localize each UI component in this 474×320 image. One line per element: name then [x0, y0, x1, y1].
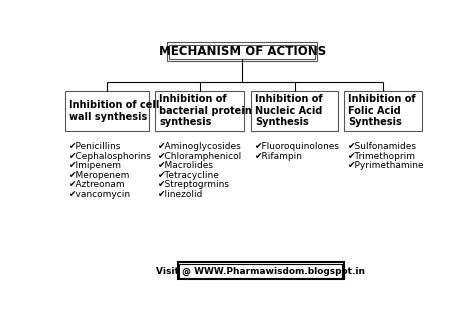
Text: ✔Fluoroquinolones: ✔Fluoroquinolones — [255, 142, 339, 151]
Text: ✔Streptogrmins: ✔Streptogrmins — [158, 180, 230, 189]
Text: ✔Chloramphenicol: ✔Chloramphenicol — [158, 152, 243, 161]
Text: ✔Aztreonam: ✔Aztreonam — [69, 180, 125, 189]
Text: ✔Aminoglycosides: ✔Aminoglycosides — [158, 142, 242, 151]
Text: ✔Trimethoprim: ✔Trimethoprim — [347, 152, 416, 161]
Text: ✔Pyrimethamine: ✔Pyrimethamine — [347, 161, 424, 170]
Text: MECHANISM OF ACTIONS: MECHANISM OF ACTIONS — [158, 45, 326, 58]
Bar — [179, 264, 342, 278]
Text: ✔Macrolides: ✔Macrolides — [158, 161, 214, 170]
Bar — [178, 262, 344, 279]
Text: ✔Penicillins: ✔Penicillins — [69, 142, 121, 151]
Text: ✔Sulfonamides: ✔Sulfonamides — [347, 142, 417, 151]
Text: Inhibition of
Folic Acid
Synthesis: Inhibition of Folic Acid Synthesis — [348, 94, 416, 127]
Text: Inhibition of
bacterial protein
synthesis: Inhibition of bacterial protein synthesi… — [159, 94, 252, 127]
Bar — [251, 91, 338, 131]
Bar — [65, 91, 149, 131]
Bar — [169, 44, 315, 59]
Text: ✔Rifampin: ✔Rifampin — [255, 152, 302, 161]
Text: ✔vancomycin: ✔vancomycin — [69, 190, 131, 199]
Text: ✔Meropenem: ✔Meropenem — [69, 171, 130, 180]
Text: Visit @ WWW.Pharmawisdom.blogspot.in: Visit @ WWW.Pharmawisdom.blogspot.in — [156, 266, 365, 276]
Bar — [155, 91, 245, 131]
Text: ✔Cephalosphorins: ✔Cephalosphorins — [69, 152, 151, 161]
Text: Inhibition of
Nucleic Acid
Synthesis: Inhibition of Nucleic Acid Synthesis — [255, 94, 323, 127]
Text: ✔Imipenem: ✔Imipenem — [69, 161, 121, 170]
Bar — [167, 42, 317, 61]
Text: ✔linezolid: ✔linezolid — [158, 190, 204, 199]
Bar — [345, 91, 422, 131]
Text: ✔Tetracycline: ✔Tetracycline — [158, 171, 220, 180]
Text: Inhibition of cell
wall synthesis: Inhibition of cell wall synthesis — [69, 100, 160, 122]
